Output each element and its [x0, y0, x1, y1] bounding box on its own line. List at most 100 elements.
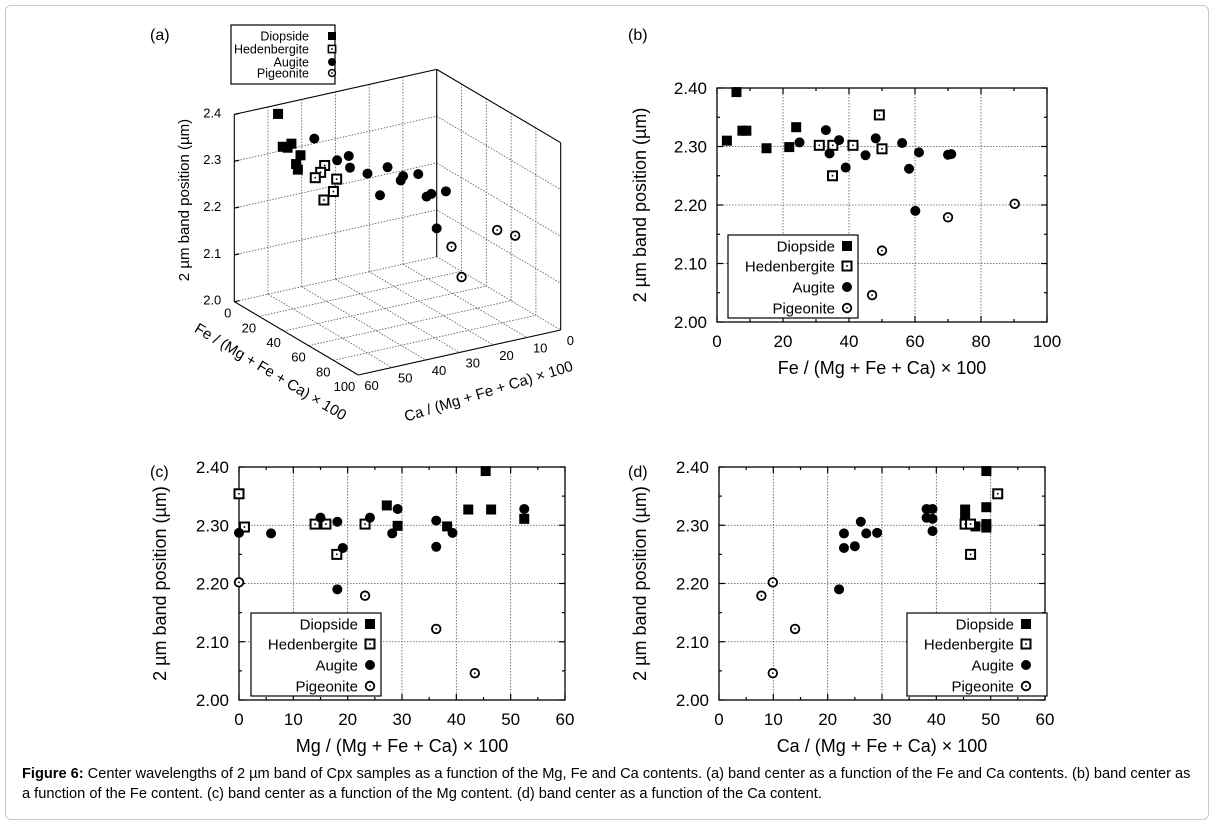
- legend-label: Augite: [971, 657, 1014, 674]
- hedenbergite-dot: [323, 164, 326, 167]
- ca-tick-label: 0: [567, 333, 574, 348]
- hedenbergite-dot: [881, 148, 883, 150]
- hedenbergite-point: [876, 143, 888, 155]
- pigeonite-dot: [331, 72, 333, 74]
- hedenbergite-point: [327, 185, 339, 197]
- series-diopside: [273, 108, 306, 175]
- legend-item-diopside: Diopside: [956, 616, 1031, 633]
- y-tick-label: 2.00: [676, 691, 709, 710]
- pigeonite-dot: [771, 672, 774, 675]
- series-diopside: [381, 466, 530, 532]
- diopside-point: [741, 125, 752, 136]
- series-pigeonite: [756, 577, 801, 679]
- augite-point: [910, 205, 921, 216]
- plot-frame: [718, 466, 1046, 701]
- hedenbergite-dot: [238, 492, 240, 495]
- hedenbergite-dot: [364, 523, 366, 525]
- x-tick-label: 0: [714, 710, 723, 729]
- hedenbergite-dot: [846, 265, 848, 267]
- pigeonite-point: [327, 68, 337, 78]
- hedenbergite-dot: [369, 643, 371, 645]
- series-augite: [794, 125, 957, 216]
- hedenbergite-dot: [852, 144, 854, 147]
- augite-point: [904, 163, 915, 174]
- diopside-point: [292, 164, 303, 175]
- fe-axis-line: [234, 301, 359, 376]
- augite-point: [927, 526, 938, 537]
- diopside-point: [442, 521, 453, 532]
- y-tick-label: 2.30: [674, 138, 707, 157]
- chart-a: (a) 2.0 2.1 2.2 2.3 2.4 0 20 40 60 80 100 0 10 20 30 40 5…: [150, 24, 575, 425]
- legend-label: Hedenbergite: [268, 636, 358, 653]
- augite-point: [849, 541, 860, 552]
- pigeonite-point: [446, 241, 457, 252]
- series-diopside: [721, 87, 802, 154]
- ca-axis-line: [358, 329, 561, 376]
- figure-caption: Figure 6: Center wavelengths of 2 µm ban…: [22, 764, 1202, 804]
- z-tick-label: 2.1: [203, 246, 221, 261]
- x-tick-label: 20: [338, 710, 357, 729]
- hedenbergite-point: [331, 548, 343, 560]
- top-edge: [234, 68, 437, 115]
- diopside-point: [784, 142, 795, 153]
- augite-point: [1021, 660, 1031, 670]
- floor-gridline: [259, 270, 462, 317]
- augite-point: [398, 171, 409, 182]
- pigeonite-dot: [1013, 202, 1016, 205]
- panel-label: (d): [628, 464, 648, 481]
- x-tick-label: 30: [873, 710, 892, 729]
- fe-tick-label: 60: [291, 350, 305, 365]
- pigeonite-point: [359, 590, 371, 601]
- side-wall-gridline: [436, 209, 561, 284]
- floor-gridline: [335, 278, 460, 353]
- series-augite: [309, 133, 451, 234]
- hedenbergite-point: [827, 170, 838, 182]
- legend-item-hedenbergite: Hedenbergite: [745, 258, 853, 275]
- legend-item-augite: Augite: [792, 279, 852, 296]
- pigeonite-dot: [947, 216, 949, 219]
- y-tick-label: 2.00: [674, 313, 707, 332]
- augite-point: [266, 528, 277, 539]
- x-tick-label: 60: [1036, 710, 1055, 729]
- augite-point: [365, 660, 375, 670]
- augite-point: [927, 503, 938, 514]
- series-hedenbergite: [309, 159, 343, 206]
- pigeonite-dot: [435, 628, 438, 630]
- augite-point: [842, 282, 852, 292]
- augite-point: [392, 503, 403, 514]
- hedenbergite-point: [327, 44, 337, 54]
- y-axis-title: 2 µm band position (µm): [150, 486, 170, 681]
- series-hedenbergite: [813, 109, 888, 182]
- x-tick-label: 10: [284, 710, 303, 729]
- augite-point: [860, 150, 871, 161]
- augite-point: [794, 137, 805, 148]
- pigeonite-dot: [460, 276, 463, 278]
- augite-point: [838, 528, 849, 539]
- pigeonite-point: [767, 668, 778, 679]
- legend-item-pigeonite: Pigeonite: [951, 678, 1032, 695]
- side-wall-gridline: [436, 162, 561, 237]
- pigeonite-dot: [771, 581, 774, 584]
- hedenbergite-point: [1020, 638, 1032, 650]
- augite-point: [332, 584, 343, 595]
- augite-point: [345, 162, 356, 173]
- augite-point: [362, 168, 373, 179]
- data-points: [233, 466, 530, 679]
- augite-point: [431, 223, 442, 234]
- panel-label: (b): [628, 27, 648, 44]
- legend-item-pigeonite: Pigeonite: [295, 678, 376, 695]
- hedenbergite-dot: [969, 523, 972, 525]
- fe-tick-label: 100: [334, 379, 356, 394]
- ca-tick-label: 50: [398, 371, 412, 386]
- augite-point: [413, 169, 424, 180]
- ca-tick-label: 40: [432, 363, 446, 378]
- hedenbergite-dot: [314, 176, 317, 179]
- diopside-point: [981, 522, 992, 533]
- hedenbergite-point: [873, 109, 885, 121]
- hedenbergite-point: [965, 548, 977, 560]
- y-tick-label: 2.40: [674, 79, 707, 98]
- legend-item-augite: Augite: [274, 55, 336, 69]
- y-tick-label: 2.20: [674, 196, 707, 215]
